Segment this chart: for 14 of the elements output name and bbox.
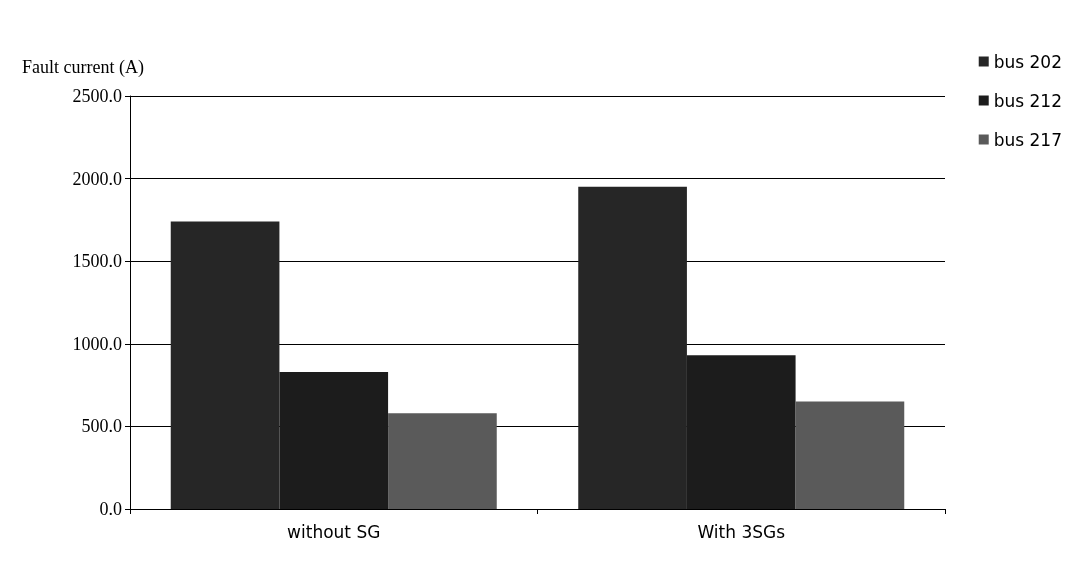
bar — [795, 401, 905, 509]
legend-label: bus 212 — [993, 90, 1063, 111]
x-tick-label: With 3SGs — [697, 521, 786, 542]
y-tick-label: 500.0 — [81, 416, 122, 437]
legend-label: bus 217 — [993, 129, 1063, 150]
y-tick-label: 1500.0 — [72, 251, 122, 272]
y-axis-title: Fault current (A) — [22, 57, 144, 78]
legend-label: bus 202 — [993, 51, 1063, 72]
y-tick-label: 0.0 — [99, 499, 122, 519]
x-tick-label: without SG — [287, 521, 381, 542]
y-tick-label: 2500.0 — [72, 86, 122, 106]
y-tick-label: 1000.0 — [72, 333, 122, 354]
bar — [388, 413, 497, 509]
y-tick-label: 2000.0 — [72, 168, 122, 189]
